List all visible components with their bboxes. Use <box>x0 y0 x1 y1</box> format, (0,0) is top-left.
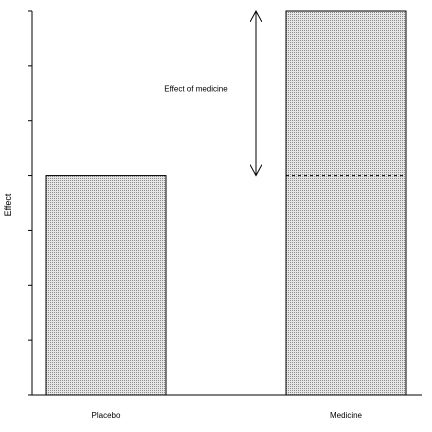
x-tick-label-medicine: Medicine <box>330 411 363 420</box>
bar-medicine <box>285 10 407 396</box>
x-tick-label-placebo: Placebo <box>92 411 121 420</box>
y-axis <box>28 10 33 396</box>
effect-annotation-label: Effect of medicine <box>164 84 228 93</box>
annotations: Effect of medicine <box>164 11 406 176</box>
x-axis-tick-labels: Placebo Medicine <box>92 411 363 420</box>
y-axis-label: Effect <box>3 193 13 216</box>
bar-placebo <box>45 175 167 396</box>
bars <box>45 10 407 396</box>
